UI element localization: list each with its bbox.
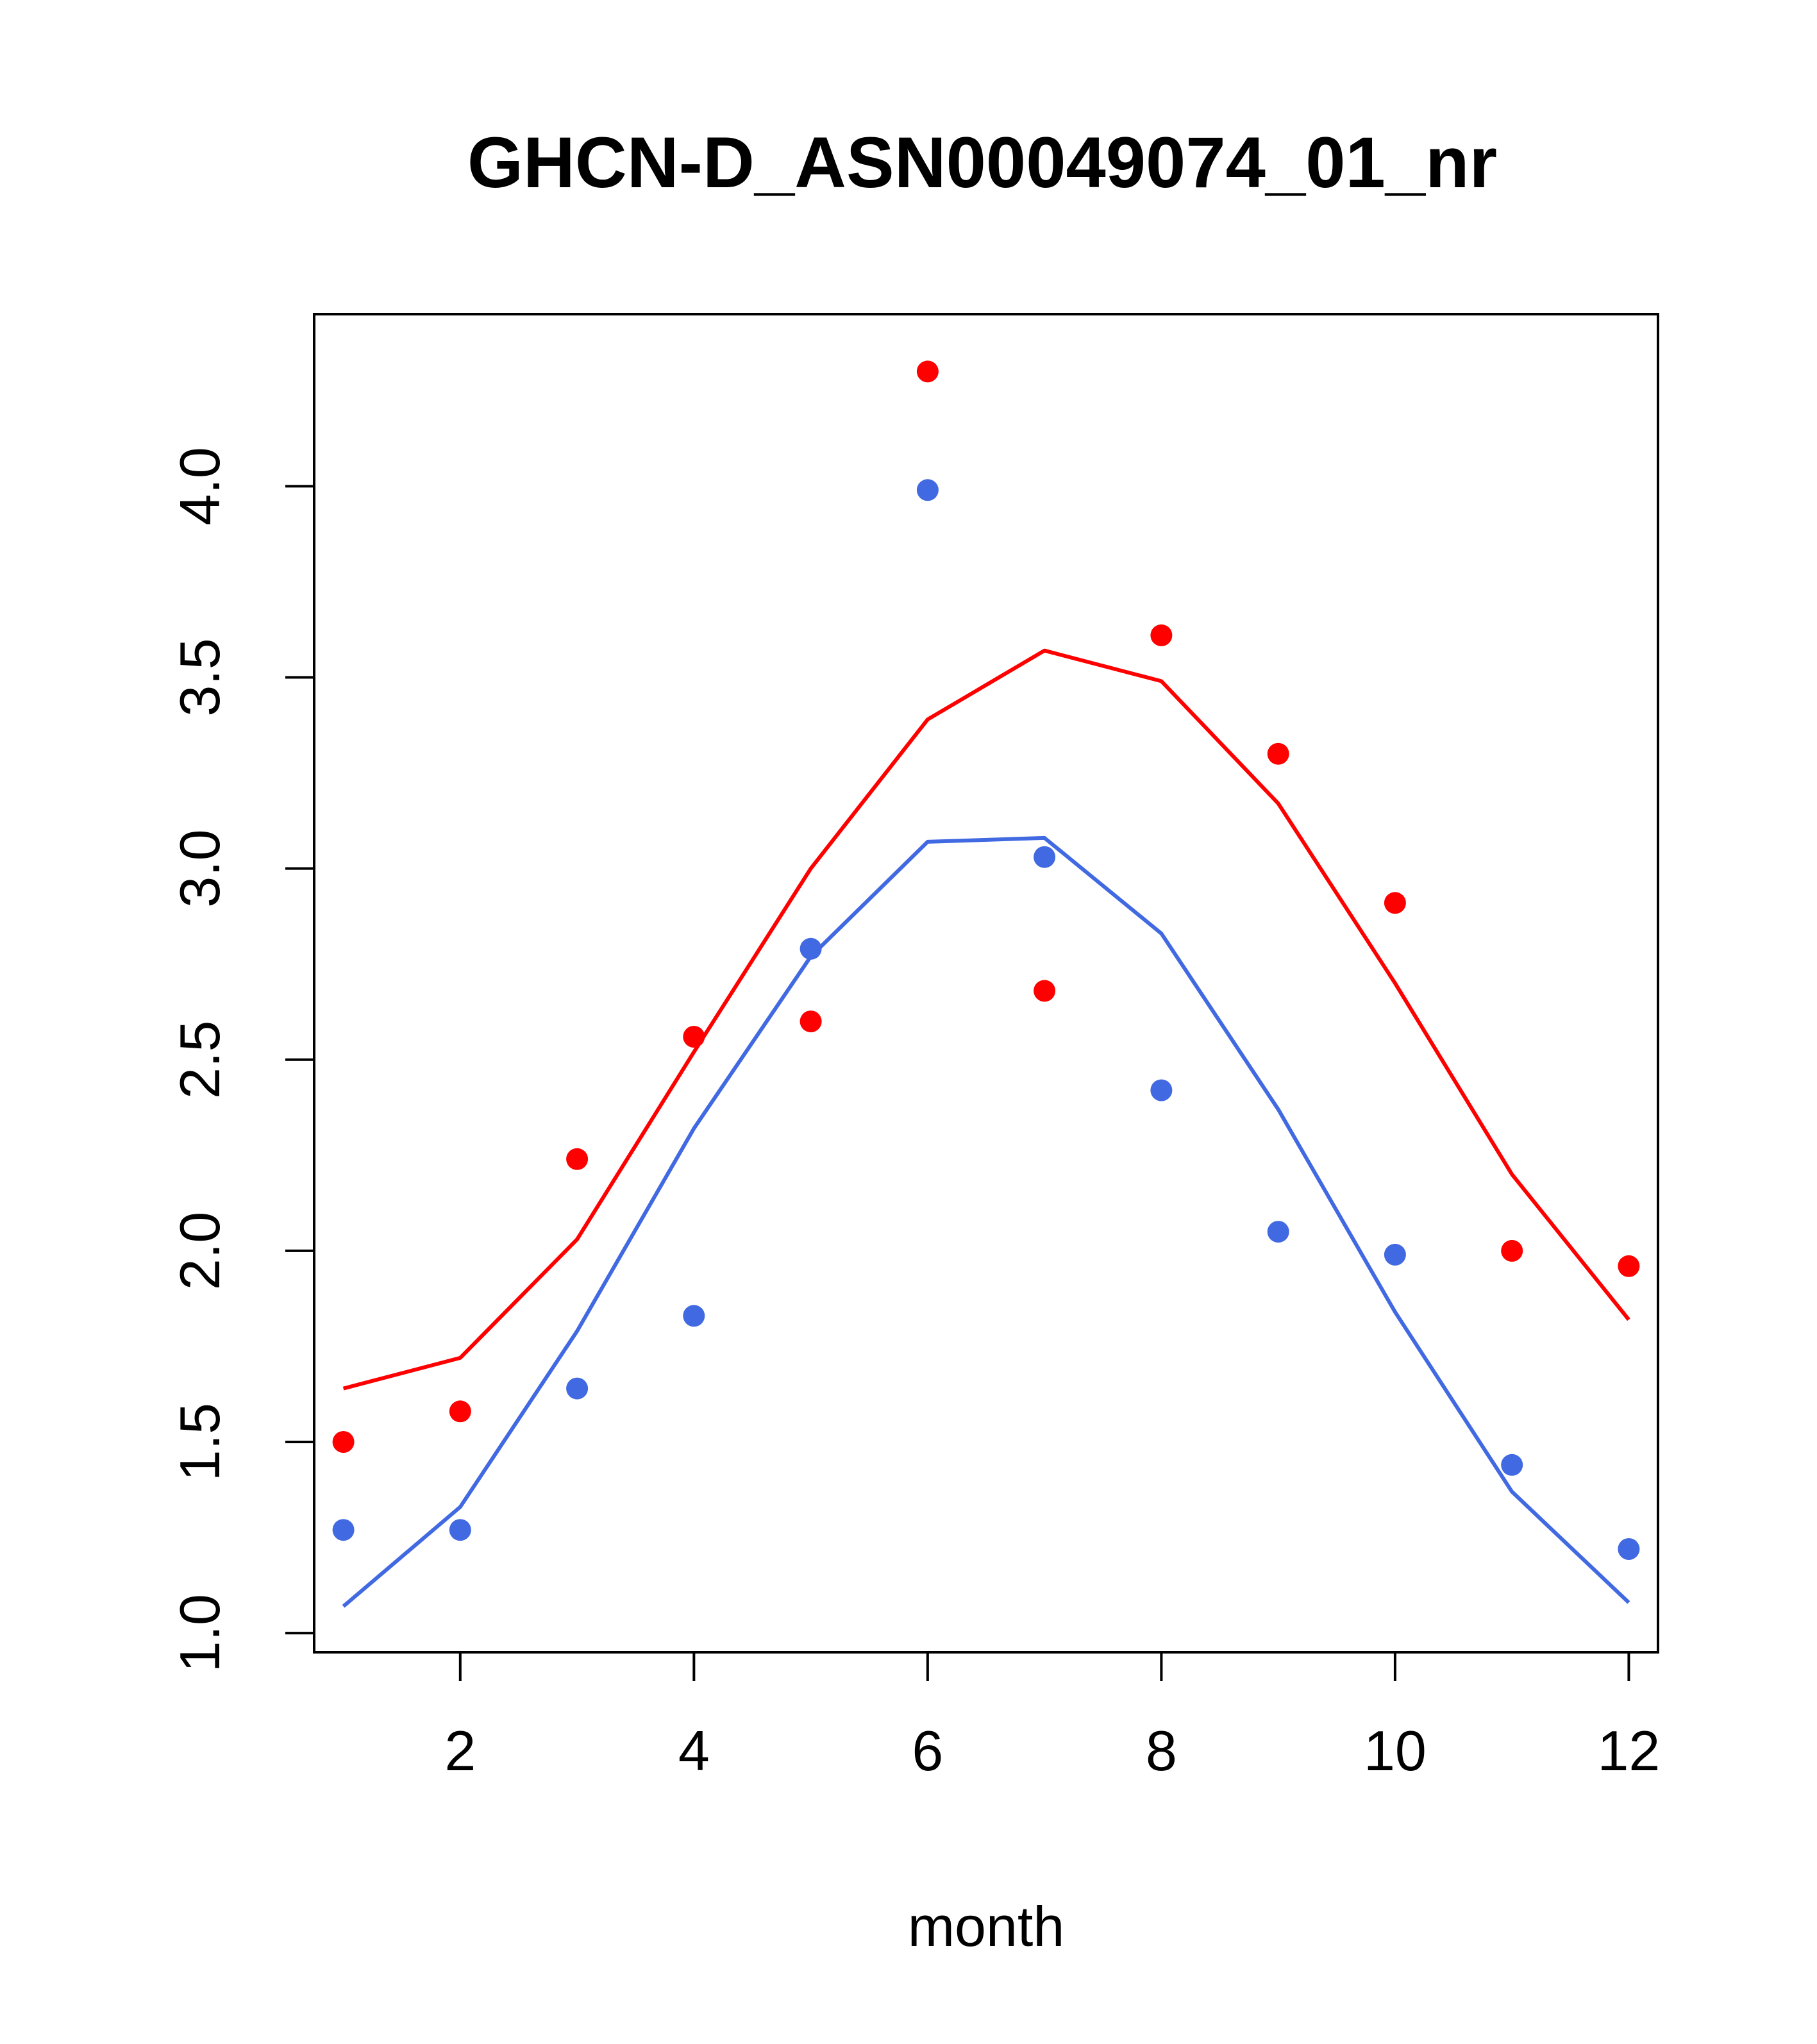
series-2-point — [1150, 1079, 1173, 1102]
series-1-point — [1618, 1255, 1640, 1277]
series-1-point — [1267, 742, 1289, 765]
y-axis: 1.0 1.5 2.0 2.5 3.0 3.5 4.0 — [168, 447, 315, 1672]
series-1-point — [332, 1431, 355, 1453]
x-axis-label: month — [908, 1895, 1065, 1958]
x-tick-label: 2 — [444, 1719, 476, 1782]
series-1-line — [342, 648, 1630, 1391]
series-2-line — [342, 835, 1630, 1608]
y-tick-label: 2.0 — [168, 1212, 231, 1290]
series-1-point — [1501, 1239, 1523, 1262]
series-1-point — [1034, 980, 1056, 1002]
x-tick-label: 8 — [1146, 1719, 1177, 1782]
series-2-point — [916, 479, 939, 501]
y-tick-label: 1.0 — [168, 1594, 231, 1672]
y-tick-label: 2.5 — [168, 1021, 231, 1099]
series-2-point — [1384, 1243, 1406, 1266]
series-1-point — [1150, 624, 1173, 646]
series-1-point — [683, 1026, 705, 1048]
x-tick-label: 4 — [678, 1719, 710, 1782]
series-2-point — [1267, 1221, 1289, 1243]
series-1-point — [800, 1010, 822, 1033]
series-1-point — [1384, 892, 1406, 914]
series-2-point — [1501, 1453, 1523, 1476]
series-2-point — [1034, 846, 1056, 868]
y-tick-label: 4.0 — [168, 447, 231, 525]
x-tick-label: 12 — [1597, 1719, 1660, 1782]
series-2-point — [449, 1519, 471, 1541]
plot-frame — [313, 313, 1659, 1654]
series-1-point — [916, 360, 939, 383]
series-2-point — [1618, 1538, 1640, 1560]
y-tick-label: 3.0 — [168, 829, 231, 907]
series-2-point — [683, 1305, 705, 1327]
series-2-point — [332, 1519, 355, 1541]
series-2-point — [566, 1377, 589, 1400]
x-tick-label: 6 — [912, 1719, 943, 1782]
x-tick-label: 10 — [1364, 1719, 1427, 1782]
x-axis: 2 4 6 8 10 12 — [444, 1651, 1660, 1782]
series-1-point — [566, 1148, 589, 1170]
y-tick-label: 3.5 — [168, 638, 231, 716]
series-1-point — [449, 1400, 471, 1423]
series-layer — [332, 360, 1640, 1608]
series-2-point — [800, 937, 822, 960]
chart-title: GHCN-D_ASN00049074_01_nr — [467, 122, 1497, 203]
y-tick-label: 1.5 — [168, 1403, 231, 1481]
